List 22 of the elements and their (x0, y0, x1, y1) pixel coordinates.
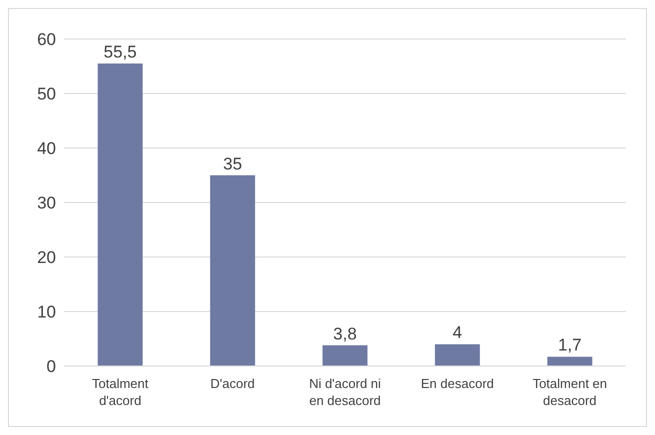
y-tick-label: 30 (37, 194, 56, 213)
x-tick-label: Totalment d'acord (92, 376, 149, 408)
x-tick-label: Totalment en desacord (532, 376, 608, 408)
y-tick-label: 50 (37, 84, 56, 104)
x-tick-label: Ni d'acord ni en desacord (309, 376, 382, 408)
data-label: 35 (223, 154, 242, 174)
bar (322, 345, 368, 366)
x-tick-label: En desacord (420, 376, 494, 391)
data-label: 3,8 (333, 324, 357, 344)
data-label: 55,5 (104, 42, 137, 62)
bar (547, 356, 592, 366)
y-tick-label: 0 (46, 357, 56, 376)
y-tick-label: 10 (37, 302, 56, 322)
bar (434, 344, 480, 366)
y-tick-label: 60 (37, 30, 56, 50)
bar (98, 64, 143, 366)
bar (210, 175, 256, 366)
y-tick-label: 20 (37, 248, 56, 268)
data-label: 4 (452, 323, 462, 342)
y-tick-label: 40 (37, 139, 56, 158)
x-tick-label: D'acord (210, 376, 255, 391)
data-label: 1,7 (558, 336, 582, 355)
